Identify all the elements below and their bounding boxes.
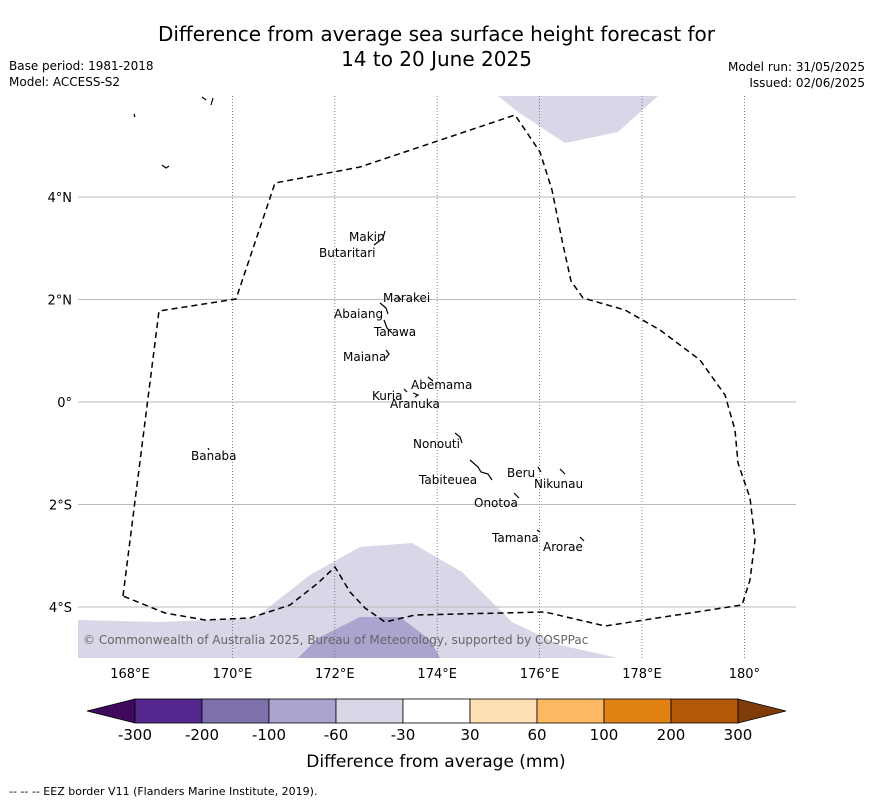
title-line-1: Difference from average sea surface heig… (157, 22, 716, 46)
model-name: Model: ACCESS-S2 (9, 75, 121, 89)
island-nonouti (454, 432, 463, 444)
place-label: Aranuka (390, 397, 440, 411)
grid-lines (78, 96, 796, 658)
title-line-2: 14 to 20 June 2025 (341, 47, 532, 71)
x-tick-label: 172°E (315, 667, 355, 682)
island-fragment (161, 164, 170, 169)
place-label: Abemama (411, 378, 472, 392)
x-tick-label: 176°E (520, 667, 560, 682)
y-tick-label: 2°N (48, 294, 73, 309)
colorbar-title: Difference from average (mm) (306, 752, 565, 772)
island-abemama (427, 376, 434, 382)
colorbar-tick-label: -100 (252, 726, 286, 744)
colorbar-tick-label: -200 (185, 726, 219, 744)
place-label: Makin (349, 230, 385, 244)
place-label: Abaiang (334, 307, 383, 321)
x-tick-label: 178°E (622, 667, 662, 682)
colorbar-segment (469, 698, 538, 724)
colorbar-segment (603, 698, 672, 724)
island-tarawa (383, 319, 393, 334)
colorbar-tick-label: 200 (657, 726, 686, 744)
island-aranuka (412, 392, 420, 398)
place-label: Maiana (343, 350, 386, 364)
place-label: Nikunau (534, 477, 583, 491)
y-tick-label: 4°N (48, 191, 73, 206)
island-maiana (385, 349, 390, 359)
island-fragment (201, 96, 207, 101)
island-fragment (133, 113, 136, 118)
colorbar-segment (536, 698, 605, 724)
colorbar-tick-label: 30 (460, 726, 479, 744)
meta-left: Base period: 1981-2018 Model: ACCESS-S2 (9, 58, 154, 90)
colorbar-segment (134, 698, 203, 724)
colorbar-tick-label: 300 (724, 726, 753, 744)
colorbar-segment (335, 698, 404, 724)
colorbar-tick-label: 60 (527, 726, 546, 744)
anomaly-band-medium-south (298, 617, 440, 658)
colorbar: -300 -200 -100 -60 -30 30 60 100 200 300 Differenc… (86, 698, 787, 772)
island-nikunau (559, 468, 566, 475)
island-abaiang (379, 302, 389, 315)
island-tabiteuea (469, 459, 493, 481)
y-tick-label: 4°S (49, 601, 72, 616)
place-label: Tamana (491, 531, 539, 545)
base-period: Base period: 1981-2018 (9, 59, 154, 73)
eez-border (122, 114, 756, 627)
colorbar-tick-label: -300 (118, 726, 152, 744)
colorbar-tick-label: 100 (590, 726, 619, 744)
island-fragment (210, 97, 214, 106)
anomaly-shading (78, 96, 658, 658)
colorbar-segment (268, 698, 337, 724)
place-label: Banaba (191, 449, 237, 463)
axis-tick-labels: 168°E 170°E 172°E 174°E 176°E 178°E 180° 4°N 2°N… (48, 191, 761, 682)
island-kuria (403, 388, 408, 393)
y-tick-label: 0° (57, 396, 72, 411)
meta-right: Model run: 31/05/2025 Issued: 02/06/2025 (728, 59, 865, 91)
issued-date: Issued: 02/06/2025 (749, 76, 865, 90)
place-label: Beru (507, 466, 535, 480)
coastline-fragments (133, 96, 585, 542)
copyright-text: © Commonwealth of Australia 2025, Bureau… (83, 633, 588, 647)
island-tamana (536, 529, 541, 533)
model-run: Model run: 31/05/2025 (727, 60, 865, 74)
island-arorae (579, 536, 585, 542)
footer-note: -- -- -- EEZ border V11 (Flanders Marine… (9, 785, 318, 798)
anomaly-band-light-south (78, 543, 618, 658)
place-label: Tarawa (373, 325, 416, 339)
island-marakei (397, 295, 402, 301)
x-tick-label: 180° (729, 667, 760, 682)
colorbar-segment (201, 698, 270, 724)
colorbar-tick-label: -30 (391, 726, 416, 744)
map-title: Difference from average sea surface heig… (0, 22, 873, 72)
place-label: Kuria (372, 389, 403, 403)
island-banaba (207, 447, 210, 451)
place-label: Butaritari (319, 246, 376, 260)
place-label: Nonouti (413, 437, 460, 451)
place-label: Onotoa (474, 496, 518, 510)
colorbar-extend-low (86, 698, 136, 724)
place-label: Tabiteuea (418, 473, 477, 487)
island-makin (373, 230, 386, 246)
island-onotoa (513, 492, 520, 499)
colorbar-segment (670, 698, 739, 724)
anomaly-band-light-north (498, 96, 658, 143)
place-label: Arorae (543, 540, 583, 554)
x-tick-label: 170°E (213, 667, 253, 682)
x-tick-label: 174°E (417, 667, 457, 682)
colorbar-tick-label: -60 (324, 726, 349, 744)
colorbar-extend-high (737, 698, 787, 724)
place-label: Marakei (383, 291, 430, 305)
y-tick-label: 2°S (49, 499, 72, 514)
x-tick-label: 168°E (110, 667, 150, 682)
island-beru (537, 466, 542, 473)
colorbar-segment (402, 698, 471, 724)
